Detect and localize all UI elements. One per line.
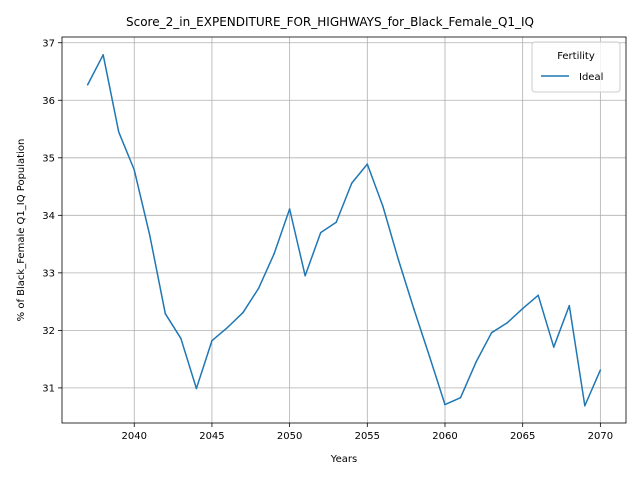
- x-tick-label: 2055: [355, 431, 380, 442]
- y-axis-ticks: 31 32 33 34 35 36 37: [42, 38, 62, 394]
- data-point: [428, 355, 431, 358]
- data-point: [475, 361, 477, 363]
- data-point: [413, 308, 415, 310]
- data-point: [226, 326, 229, 329]
- data-point: [568, 304, 571, 307]
- x-tick-label: 2050: [277, 431, 302, 442]
- legend: Fertility Ideal: [531, 41, 621, 93]
- data-point: [521, 307, 524, 310]
- x-axis-ticks: 2040 2045 2050 2055 2060 2065 2070: [122, 423, 613, 442]
- plot-area-frame: [61, 36, 627, 424]
- y-tick-label: 33: [42, 268, 55, 279]
- data-point: [304, 274, 306, 277]
- y-tick-label: 35: [42, 153, 55, 164]
- x-tick-label: 2065: [510, 431, 535, 442]
- data-point: [195, 387, 198, 390]
- series-line-ideal: [86, 54, 602, 407]
- data-point: [149, 234, 151, 237]
- data-point: [242, 311, 244, 314]
- data-point: [86, 83, 89, 86]
- y-tick-label: 37: [42, 38, 55, 49]
- legend-frame: [531, 41, 621, 93]
- data-point: [506, 322, 508, 324]
- data-point: [599, 369, 602, 371]
- chart-title: Score_2_in_EXPENDITURE_FOR_HIGHWAYS_for_…: [126, 15, 534, 29]
- data-point: [180, 337, 182, 340]
- data-point: [257, 287, 260, 290]
- y-tick-label: 31: [42, 383, 55, 394]
- data-point: [490, 331, 493, 334]
- x-tick-label: 2040: [122, 431, 147, 442]
- data-point: [319, 231, 322, 234]
- data-point: [164, 312, 167, 315]
- y-tick-label: 34: [42, 211, 55, 222]
- data-point: [133, 169, 135, 171]
- data-point: [444, 403, 446, 406]
- x-tick-label: 2060: [432, 431, 457, 442]
- grid: [62, 37, 626, 423]
- data-point: [537, 294, 539, 297]
- data-point: [382, 205, 384, 207]
- series-layer: [86, 54, 602, 407]
- legend-label-ideal: Ideal: [579, 72, 603, 83]
- legend-title: Fertility: [557, 51, 595, 62]
- data-point: [584, 404, 586, 407]
- x-tick-label: 2045: [199, 431, 224, 442]
- data-point: [335, 221, 337, 223]
- x-tick-label: 2070: [588, 431, 613, 442]
- data-point: [117, 131, 120, 133]
- data-point: [397, 258, 400, 261]
- y-tick-label: 32: [42, 326, 55, 337]
- data-point: [553, 346, 555, 348]
- y-axis-label: % of Black_Female Q1_IQ Population: [16, 139, 27, 322]
- y-tick-label: 36: [42, 96, 55, 107]
- data-point: [273, 253, 275, 255]
- data-point: [288, 208, 291, 210]
- data-point: [366, 163, 369, 165]
- data-point: [459, 396, 462, 399]
- x-axis-label: Years: [330, 454, 357, 465]
- data-point: [102, 54, 104, 56]
- data-point: [211, 339, 213, 342]
- data-point: [351, 182, 353, 184]
